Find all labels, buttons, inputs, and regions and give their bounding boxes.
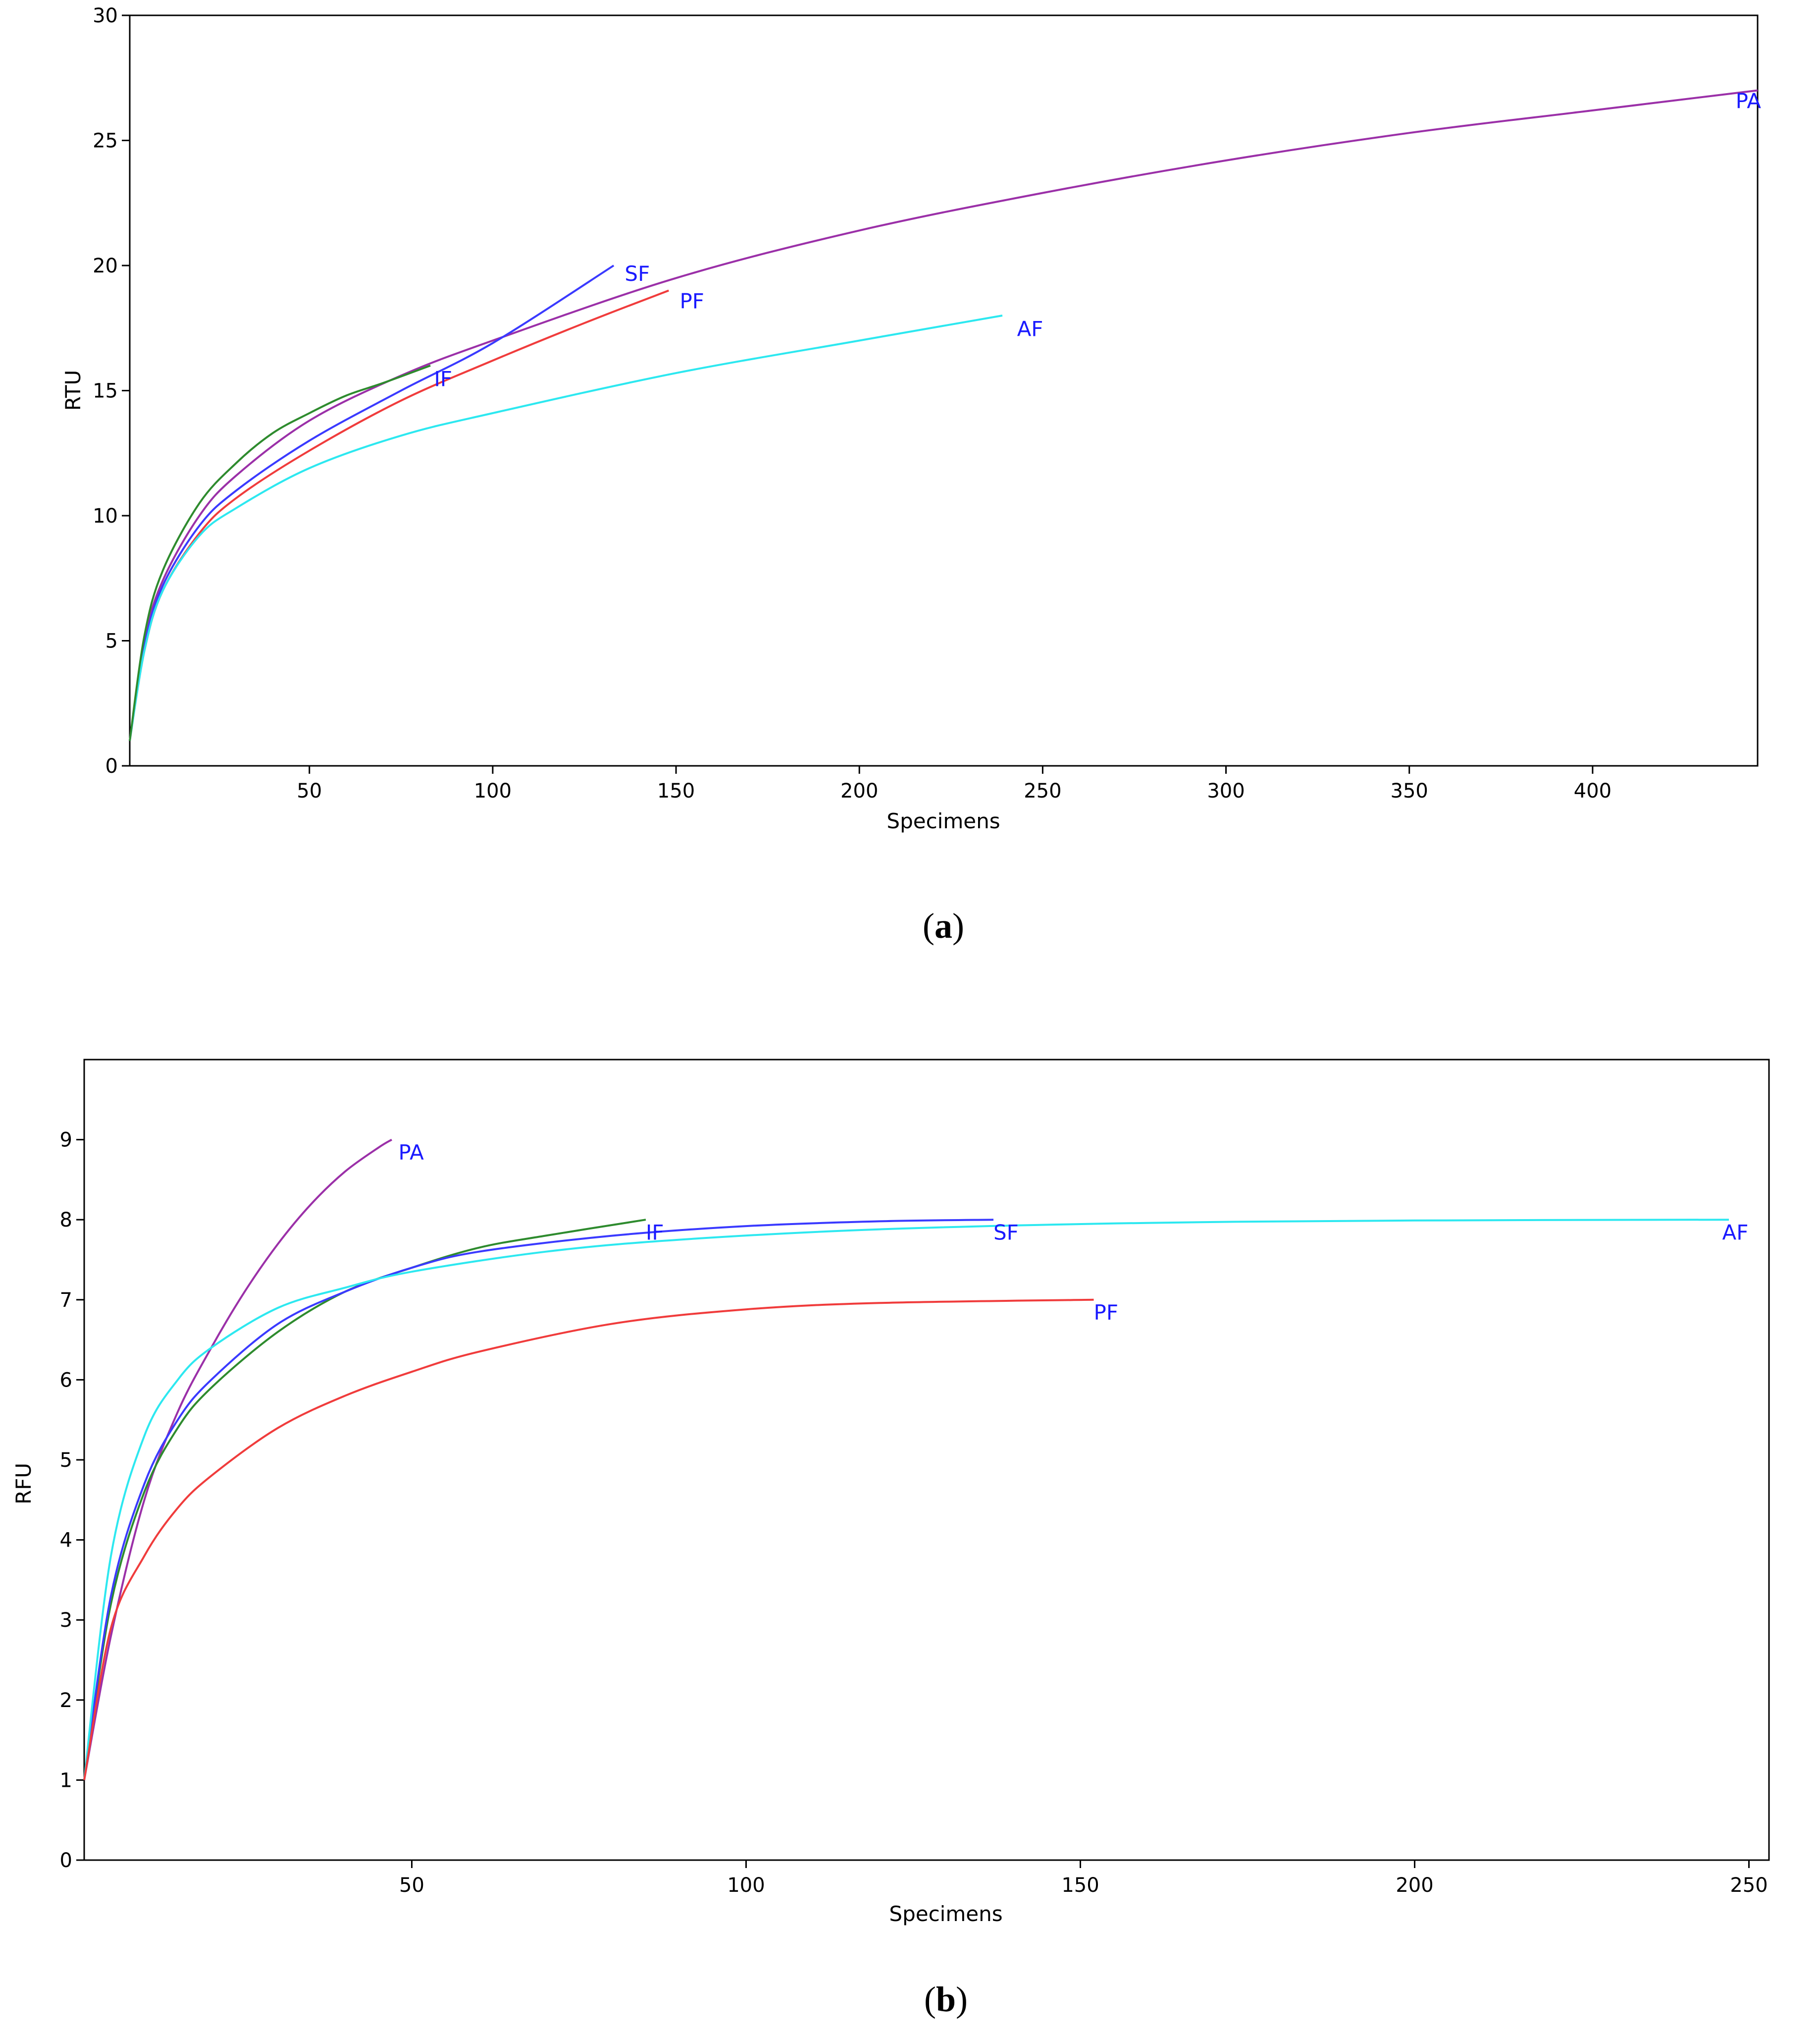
- series-line-af: [129, 315, 1003, 741]
- y-tick-label: 5: [60, 1449, 72, 1472]
- series-label-af: AF: [1722, 1220, 1749, 1244]
- panel-b-chart: 0 1 2 3 4 5 6 7 8 9 50 100 150 200 250 PA IF SF AF PF Spe…: [11, 1059, 1770, 2019]
- x-tick-label: 50: [399, 1874, 424, 1897]
- series-line-if: [129, 365, 431, 741]
- y-tick-label: 10: [93, 505, 118, 528]
- x-tick-label: 350: [1391, 780, 1428, 802]
- y-axis-title: RTU: [61, 370, 85, 411]
- series-label-pf: PF: [679, 289, 704, 314]
- y-axis-title: RFU: [11, 1463, 36, 1504]
- y-tick-label: 4: [60, 1529, 72, 1552]
- x-tick-label: 100: [474, 780, 512, 802]
- y-tick-label: 7: [60, 1289, 72, 1312]
- panel-label-a: (a): [923, 906, 964, 946]
- x-tick-label: 150: [1061, 1874, 1099, 1897]
- x-axis-ticks: 50 100 150 200 250 300 350 400: [297, 766, 1612, 802]
- series-label-sf: SF: [993, 1220, 1019, 1244]
- y-tick-label: 25: [93, 130, 118, 153]
- x-tick-label: 50: [297, 780, 322, 802]
- series-labels: PA SF PF AF IF: [434, 89, 1761, 391]
- series-labels: PA IF SF AF PF: [399, 1140, 1749, 1325]
- series-line-af: [83, 1219, 1729, 1780]
- series-label-af: AF: [1017, 317, 1043, 341]
- x-tick-label: 200: [1396, 1874, 1433, 1897]
- y-tick-label: 15: [93, 380, 118, 403]
- x-tick-label: 100: [727, 1874, 765, 1897]
- series-label-pa: PA: [1736, 89, 1762, 113]
- x-axis-title: Specimens: [886, 809, 1000, 833]
- y-tick-label: 0: [105, 755, 118, 778]
- panel-letter: b: [936, 1979, 956, 2019]
- x-tick-label: 250: [1024, 780, 1061, 802]
- y-axis-ticks: 0 1 2 3 4 5 6 7 8 9: [60, 1129, 84, 1872]
- y-tick-label: 6: [60, 1369, 72, 1391]
- series-label-if: IF: [646, 1220, 664, 1244]
- series-label-if: IF: [434, 367, 452, 391]
- y-tick-label: 1: [60, 1769, 72, 1792]
- panel-label-b: (b): [924, 1979, 968, 2019]
- series-label-pf: PF: [1094, 1300, 1119, 1325]
- x-tick-label: 150: [657, 780, 695, 802]
- y-tick-label: 8: [60, 1209, 72, 1231]
- x-tick-label: 400: [1574, 780, 1612, 802]
- y-tick-label: 2: [60, 1689, 72, 1712]
- series-line-sf: [129, 265, 615, 741]
- x-axis-title: Specimens: [889, 1902, 1002, 1926]
- y-tick-label: 20: [93, 255, 118, 277]
- y-tick-label: 0: [60, 1849, 72, 1872]
- series-label-pa: PA: [399, 1140, 424, 1165]
- y-tick-label: 5: [105, 630, 118, 653]
- y-tick-label: 30: [93, 4, 118, 27]
- series-line-pa: [83, 1138, 393, 1780]
- series-line-pf: [83, 1298, 1094, 1780]
- series-line-pa: [129, 89, 1758, 741]
- y-tick-label: 9: [60, 1129, 72, 1152]
- x-axis-ticks: 50 100 150 200 250: [399, 1860, 1768, 1897]
- series-lines: [129, 89, 1758, 741]
- y-axis-ticks: 0 5 10 15 20 25 30: [93, 4, 130, 778]
- x-tick-label: 200: [840, 780, 878, 802]
- series-lines: [83, 1138, 1729, 1780]
- series-line-if: [83, 1219, 646, 1780]
- panel-letter: a: [935, 906, 952, 946]
- series-line-sf: [83, 1219, 994, 1780]
- x-tick-label: 250: [1730, 1874, 1768, 1897]
- y-tick-label: 3: [60, 1609, 72, 1632]
- x-tick-label: 300: [1207, 780, 1245, 802]
- panel-a-chart: 0 5 10 15 20 25 30 50 100 150 200 250 300 350 400 PA S…: [61, 4, 1761, 946]
- series-label-sf: SF: [624, 262, 650, 286]
- series-line-pf: [129, 289, 670, 741]
- plot-area-frame: [129, 14, 1759, 767]
